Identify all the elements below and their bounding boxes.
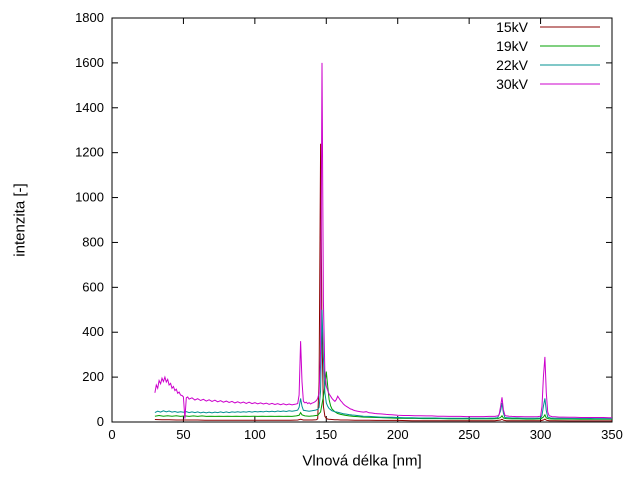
x-tick-label: 300 <box>530 427 552 442</box>
legend-label-19kV: 19kV <box>496 38 529 54</box>
y-tick-label: 1800 <box>75 10 104 25</box>
legend-label-22kV: 22kV <box>496 57 529 73</box>
y-tick-label: 1400 <box>75 100 104 115</box>
y-tick-label: 400 <box>82 324 104 339</box>
y-tick-label: 800 <box>82 234 104 249</box>
series-line-30kV <box>154 62 612 419</box>
plot-border <box>111 17 613 423</box>
y-axis-label: intenzita [-] <box>11 183 29 257</box>
y-tick-label: 1600 <box>75 55 104 70</box>
y-tick-label: 1200 <box>75 145 104 160</box>
x-tick-label: 0 <box>108 427 115 442</box>
y-tick-label: 600 <box>82 279 104 294</box>
y-tick-label: 1000 <box>75 190 104 205</box>
y-tick-label: 0 <box>97 414 104 429</box>
x-tick-label: 100 <box>244 427 266 442</box>
x-tick-label: 50 <box>176 427 190 442</box>
x-tick-label: 250 <box>458 427 480 442</box>
legend-label-15kV: 15kV <box>496 19 529 35</box>
x-tick-label: 350 <box>601 427 623 442</box>
series-line-22kV <box>154 309 612 420</box>
x-tick-label: 200 <box>387 427 409 442</box>
x-tick-label: 150 <box>315 427 337 442</box>
y-tick-label: 200 <box>82 369 104 384</box>
series-line-19kV <box>154 371 612 420</box>
x-axis-label: Vlnová délka [nm] <box>302 452 422 470</box>
legend-label-30kV: 30kV <box>496 76 529 92</box>
series-line-15kV <box>154 143 612 422</box>
